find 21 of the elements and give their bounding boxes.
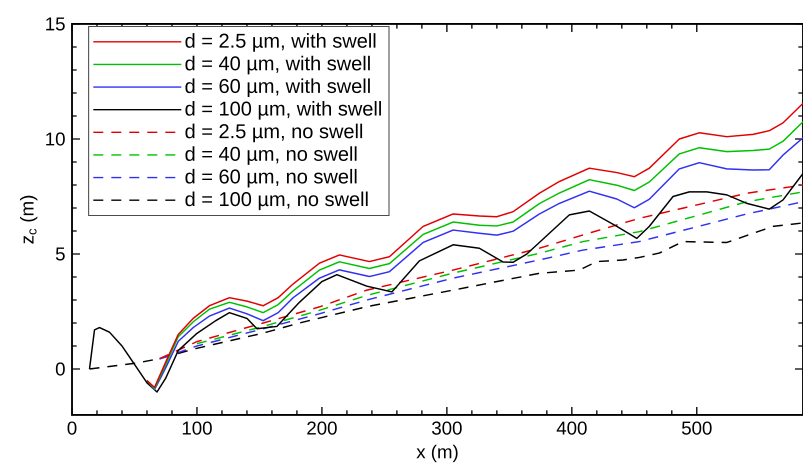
legend-label: d = 2.5 µm, no swell: [185, 124, 362, 142]
x-tick-label: 100: [182, 421, 212, 435]
legend-label: d = 100 µm, no swell: [185, 192, 368, 210]
legend-label: d = 40 µm, with swell: [185, 56, 370, 74]
legend-label: d = 60 µm, with swell: [185, 78, 370, 98]
x-tick-label: 500: [682, 421, 712, 435]
y-tick-label: 0: [56, 362, 65, 376]
x-tick-label: 300: [432, 421, 462, 435]
y-tick-label: 10: [46, 132, 65, 146]
legend-label: d = 40 µm, no swell: [185, 146, 357, 165]
y-axis-title: z$_{c}$ (m): [20, 196, 38, 244]
legend-label: d = 2.5 µm, with swell: [185, 33, 376, 52]
y-tick-label: 5: [56, 247, 65, 261]
x-tick-label: 200: [307, 421, 337, 435]
x-tick-label: 400: [556, 421, 587, 435]
legend-label: d = 100 µm, with swell: [185, 101, 381, 120]
x-axis-title: x (m): [416, 444, 458, 462]
legend-label: d = 60 µm, no swell: [185, 168, 357, 188]
y-tick-label: 15: [46, 17, 65, 31]
x-tick-label: 0: [68, 421, 76, 435]
line-series: [196, 191, 803, 344]
